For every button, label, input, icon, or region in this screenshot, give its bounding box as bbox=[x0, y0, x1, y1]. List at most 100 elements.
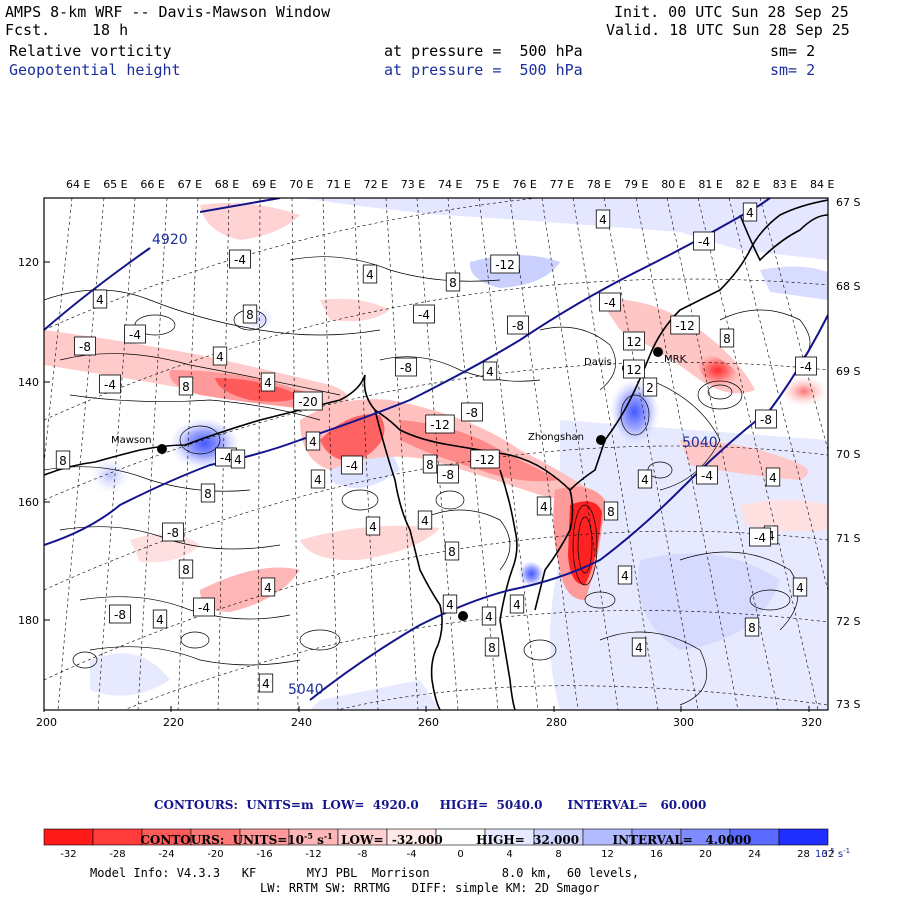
vorticity-contour-info: CONTOURS: UNITS=10-5 s-1 LOW= -32.000 HI… bbox=[132, 811, 751, 849]
vorticity-label: 12 bbox=[623, 359, 645, 379]
vorticity-label: 8 bbox=[200, 483, 216, 503]
svg-text:-4: -4 bbox=[346, 459, 358, 473]
longitude-label: 76 E bbox=[512, 178, 536, 191]
x-tick-label: 300 bbox=[673, 716, 694, 729]
x-tick-label: 200 bbox=[36, 716, 57, 729]
longitude-label: 71 E bbox=[326, 178, 350, 191]
latitude-label: 72 S bbox=[836, 615, 860, 628]
latitude-label: 73 S bbox=[836, 698, 860, 711]
latitude-label: 71 S bbox=[836, 532, 860, 545]
vorticity-label: 4 bbox=[260, 372, 276, 392]
longitude-label: 67 E bbox=[178, 178, 202, 191]
field-2-name: Geopotential height bbox=[9, 61, 181, 79]
vorticity-label: -4 bbox=[99, 374, 121, 394]
svg-text:4: 4 bbox=[264, 581, 272, 595]
svg-text:4: 4 bbox=[366, 268, 374, 282]
vorticity-label: -4 bbox=[696, 465, 718, 485]
colorbar-tick-label: -32 bbox=[60, 849, 76, 860]
svg-text:-4: -4 bbox=[220, 451, 232, 465]
height-label: 4920 bbox=[152, 232, 188, 248]
vorticity-label: 8 bbox=[178, 376, 194, 396]
latitude-label: 69 S bbox=[836, 365, 860, 378]
svg-text:-4: -4 bbox=[604, 296, 616, 310]
colorbar-tick-label: -28 bbox=[109, 849, 125, 860]
x-tick-label: 220 bbox=[163, 716, 184, 729]
svg-text:4: 4 bbox=[540, 500, 548, 514]
vorticity-contour-info-b: s bbox=[312, 833, 324, 847]
svg-text:4: 4 bbox=[314, 473, 322, 487]
colorbar-tick-label: 24 bbox=[748, 849, 761, 860]
colorbar-tick-label: 4 bbox=[506, 849, 512, 860]
vorticity-label: 2 bbox=[642, 377, 658, 397]
latitude-label: 68 S bbox=[836, 280, 860, 293]
colorbar-tick-label: 28 bbox=[797, 849, 810, 860]
svg-text:8: 8 bbox=[748, 621, 756, 635]
colorbar-segment bbox=[43, 828, 94, 846]
svg-text:4: 4 bbox=[156, 613, 164, 627]
vorticity-label: -8 bbox=[74, 336, 96, 356]
vorticity-label: -4 bbox=[749, 527, 771, 547]
svg-text:4: 4 bbox=[262, 677, 270, 691]
vorticity-label: -8 bbox=[461, 402, 483, 422]
svg-text:-12: -12 bbox=[430, 418, 450, 432]
height-label: 5040 bbox=[682, 435, 718, 451]
svg-text:8: 8 bbox=[449, 276, 457, 290]
colorbar-segment bbox=[778, 828, 829, 846]
vorticity-label: -12 bbox=[425, 414, 455, 434]
y-tick-label: 180 bbox=[18, 614, 39, 627]
vorticity-label: 4 bbox=[617, 565, 633, 585]
svg-text:4: 4 bbox=[796, 581, 804, 595]
vorticity-label: 4 bbox=[442, 594, 458, 614]
longitude-label: 75 E bbox=[475, 178, 499, 191]
colorbar-tick-label: 20 bbox=[699, 849, 712, 860]
field-1-level: at pressure = 500 hPa bbox=[384, 42, 583, 60]
vorticity-label: 4 bbox=[417, 510, 433, 530]
svg-text:8: 8 bbox=[182, 380, 190, 394]
latitude-label: 67 S bbox=[836, 196, 860, 209]
vorticity-label: 8 bbox=[719, 328, 735, 348]
plot-border bbox=[43, 197, 829, 711]
svg-text:8: 8 bbox=[448, 545, 456, 559]
longitude-label: 74 E bbox=[438, 178, 462, 191]
station-dot-mrk bbox=[653, 347, 663, 357]
grid-index-labels: 200 220 240 260 280 300 320 120 140 160 180 bbox=[18, 256, 822, 729]
vorticity-label: 4 bbox=[212, 346, 228, 366]
svg-text:4: 4 bbox=[599, 213, 607, 227]
height-contour-info: CONTOURS: UNITS=m LOW= 4920.0 HIGH= 5040… bbox=[154, 798, 707, 812]
longitude-label: 69 E bbox=[252, 178, 276, 191]
longitude-label: 65 E bbox=[103, 178, 127, 191]
vorticity-label: -8 bbox=[395, 357, 417, 377]
svg-text:-4: -4 bbox=[418, 308, 430, 322]
colorbar-tick-label: 32 bbox=[822, 849, 835, 860]
height-labels: 4920 5040 5040 bbox=[152, 232, 718, 698]
latitude-labels: 67 S 68 S 69 S 70 S 71 S 72 S 73 S bbox=[836, 196, 860, 711]
svg-text:2: 2 bbox=[646, 381, 654, 395]
vorticity-label: 4 bbox=[230, 449, 246, 469]
svg-text:12: 12 bbox=[626, 363, 641, 377]
x-tick-label: 320 bbox=[801, 716, 822, 729]
svg-text:-4: -4 bbox=[129, 328, 141, 342]
vorticity-label: 8 bbox=[445, 272, 461, 292]
vorticity-label: 8 bbox=[178, 559, 194, 579]
y-tick-label: 160 bbox=[18, 496, 39, 509]
x-tick-label: 240 bbox=[291, 716, 312, 729]
colorbar-tick-label: -16 bbox=[256, 849, 272, 860]
vorticity-label: 4 bbox=[536, 496, 552, 516]
svg-text:-4: -4 bbox=[698, 235, 710, 249]
svg-text:4: 4 bbox=[767, 529, 775, 543]
vorticity-label: -12 bbox=[670, 315, 700, 335]
positive-vorticity-shading bbox=[90, 198, 828, 710]
vorticity-label: -8 bbox=[755, 409, 777, 429]
vorticity-label: 8 bbox=[444, 541, 460, 561]
vorticity-contour-info-c: LOW= -32.000 HIGH= 32.000 INTERVAL= 4.00… bbox=[332, 833, 752, 847]
vorticity-label: 4 bbox=[310, 469, 326, 489]
svg-text:4: 4 bbox=[621, 569, 629, 583]
svg-text:4: 4 bbox=[486, 365, 494, 379]
vorticity-label: 4 bbox=[260, 577, 276, 597]
valid-time: Valid. 18 UTC Sun 28 Sep 25 bbox=[606, 21, 850, 39]
vorticity-label: 4 bbox=[481, 606, 497, 626]
vorticity-label: 4 bbox=[631, 637, 647, 657]
model-info-2: LW: RRTM SW: RRTMG DIFF: simple KM: 2D S… bbox=[260, 881, 600, 895]
vorticity-label: 8 bbox=[484, 637, 500, 657]
